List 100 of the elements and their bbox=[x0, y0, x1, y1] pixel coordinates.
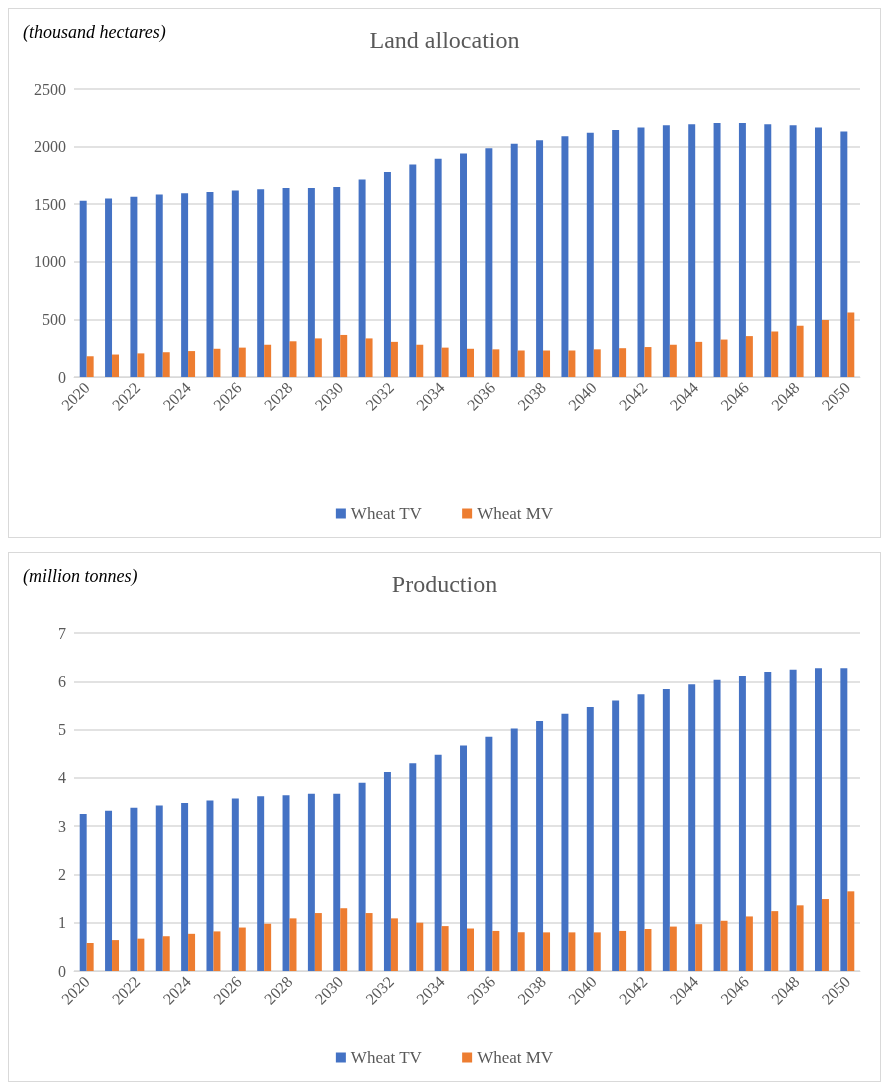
bar bbox=[188, 351, 196, 377]
chart-title: Land allocation bbox=[369, 27, 520, 53]
y-tick-label: 0 bbox=[58, 962, 66, 980]
bar bbox=[409, 164, 417, 377]
bar bbox=[441, 926, 449, 971]
bar bbox=[340, 908, 348, 971]
bar bbox=[358, 179, 366, 377]
y-tick-label: 0 bbox=[58, 368, 66, 386]
bar bbox=[238, 927, 246, 971]
bar bbox=[333, 793, 341, 971]
y-tick-label: 500 bbox=[42, 310, 66, 328]
bar bbox=[796, 905, 804, 971]
y-axis-title: (million tonnes) bbox=[23, 566, 138, 587]
bar bbox=[365, 913, 373, 971]
bar bbox=[662, 689, 670, 971]
bar bbox=[561, 136, 569, 377]
bar bbox=[257, 189, 265, 377]
bar bbox=[713, 679, 721, 971]
bar bbox=[112, 354, 119, 377]
bar bbox=[79, 200, 87, 377]
bar bbox=[409, 763, 417, 971]
bar bbox=[188, 933, 196, 971]
bar bbox=[593, 349, 601, 377]
bar bbox=[536, 140, 544, 377]
bar bbox=[612, 129, 620, 377]
bar bbox=[213, 348, 221, 377]
bar bbox=[307, 188, 315, 377]
bar bbox=[206, 800, 214, 971]
bar bbox=[669, 344, 677, 377]
bar bbox=[821, 899, 829, 971]
bar bbox=[644, 928, 652, 971]
bar bbox=[231, 190, 239, 377]
legend-label: Wheat MV bbox=[477, 1048, 554, 1067]
bar bbox=[79, 814, 87, 971]
bar bbox=[213, 931, 221, 971]
bar bbox=[467, 928, 474, 971]
y-tick-label: 7 bbox=[58, 624, 66, 642]
bar bbox=[568, 350, 576, 377]
bar bbox=[586, 132, 594, 377]
bar bbox=[821, 319, 829, 377]
bar bbox=[720, 339, 728, 377]
bar bbox=[840, 668, 848, 971]
y-tick-label: 2 bbox=[58, 865, 66, 883]
bar bbox=[416, 922, 424, 971]
bar bbox=[390, 341, 398, 377]
bar bbox=[181, 802, 189, 971]
bar bbox=[510, 728, 518, 971]
bar bbox=[238, 347, 246, 377]
bar bbox=[264, 344, 272, 377]
y-tick-label: 6 bbox=[58, 672, 66, 690]
y-tick-label: 2000 bbox=[34, 138, 66, 156]
bar bbox=[112, 940, 119, 971]
bar bbox=[162, 936, 170, 971]
bar bbox=[307, 793, 315, 971]
bar bbox=[162, 352, 170, 377]
bar bbox=[568, 932, 576, 971]
y-tick-label: 2500 bbox=[34, 80, 66, 98]
bar bbox=[789, 125, 797, 377]
bar bbox=[771, 911, 779, 971]
bar bbox=[745, 916, 753, 971]
bar bbox=[796, 325, 804, 377]
bar bbox=[561, 713, 569, 971]
bar bbox=[593, 932, 601, 971]
bar bbox=[543, 350, 551, 377]
bar bbox=[771, 331, 779, 377]
bar bbox=[460, 153, 467, 377]
y-tick-label: 5 bbox=[58, 721, 66, 739]
bar bbox=[662, 125, 670, 377]
y-tick-label: 1500 bbox=[34, 195, 66, 213]
bar bbox=[340, 334, 348, 377]
bar bbox=[282, 188, 290, 377]
bar bbox=[264, 923, 272, 971]
bar bbox=[137, 353, 145, 377]
bar bbox=[137, 938, 145, 971]
bar bbox=[206, 192, 214, 377]
bar bbox=[619, 348, 627, 377]
bar bbox=[738, 675, 746, 971]
bar bbox=[441, 347, 449, 377]
bar bbox=[543, 932, 551, 971]
bar bbox=[130, 807, 138, 971]
bar bbox=[764, 124, 772, 377]
bar bbox=[669, 926, 677, 971]
bar bbox=[86, 942, 94, 971]
bar bbox=[492, 930, 500, 971]
y-tick-label: 3 bbox=[58, 817, 66, 835]
y-tick-label: 4 bbox=[58, 769, 66, 787]
y-tick-label: 1000 bbox=[34, 253, 66, 271]
bar bbox=[764, 672, 772, 971]
bar bbox=[720, 920, 728, 971]
bar bbox=[314, 338, 322, 377]
bar bbox=[847, 891, 855, 971]
bar bbox=[282, 795, 290, 971]
bar bbox=[105, 810, 113, 971]
legend-label: Wheat TV bbox=[350, 1048, 423, 1067]
bar bbox=[847, 312, 855, 377]
bar bbox=[619, 930, 627, 971]
bar bbox=[745, 336, 753, 377]
bar bbox=[155, 805, 163, 971]
bar bbox=[434, 754, 442, 971]
bar bbox=[517, 932, 525, 971]
